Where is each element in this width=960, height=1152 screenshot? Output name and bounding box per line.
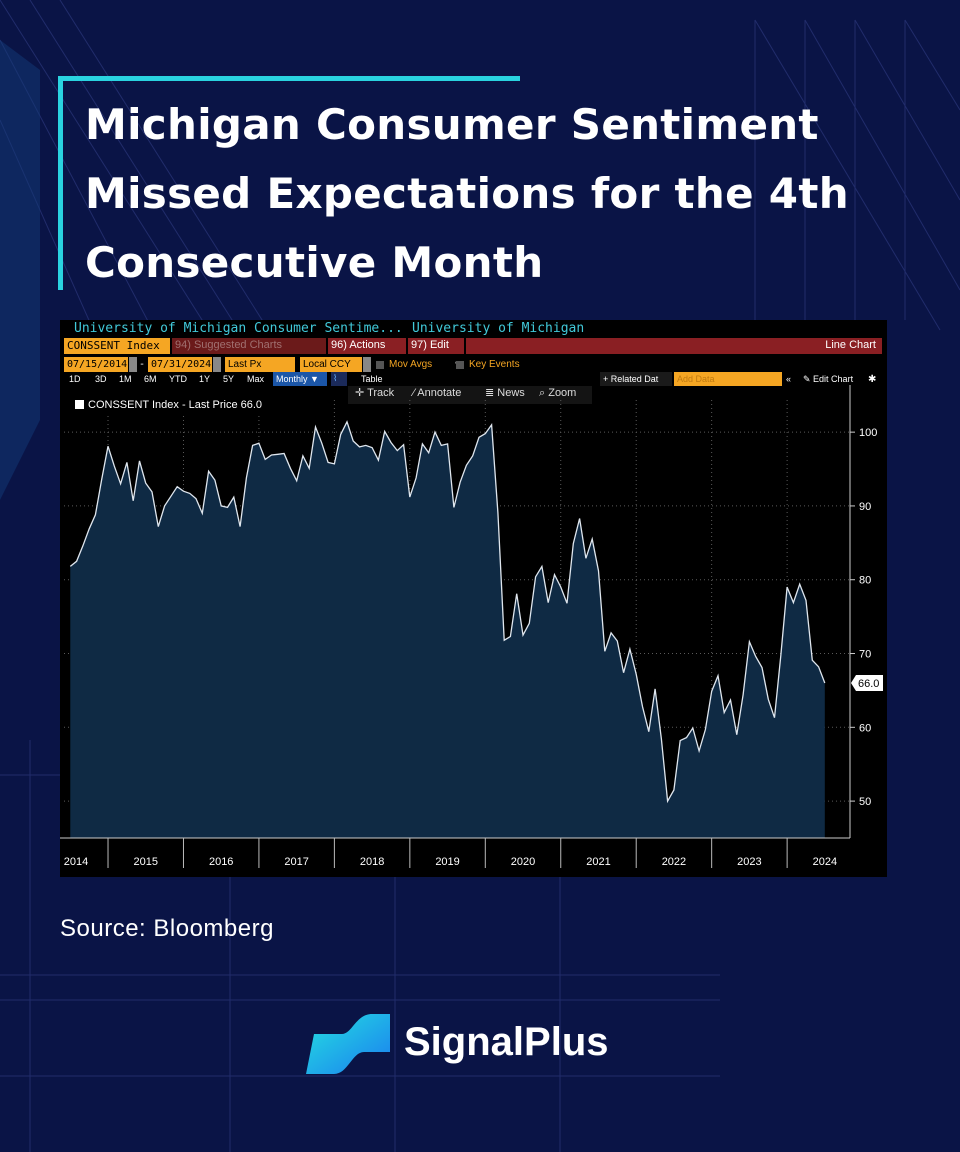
range-ytd[interactable]: YTD bbox=[169, 374, 187, 384]
range-1m[interactable]: 1M bbox=[119, 374, 132, 384]
frequency-select[interactable]: Monthly ▼ bbox=[273, 372, 327, 386]
news-tool[interactable]: ≣ News bbox=[485, 387, 525, 399]
y-tick-label: 70 bbox=[859, 649, 871, 661]
series-line bbox=[69, 420, 826, 804]
ticker-field[interactable]: CONSSENT Index bbox=[64, 338, 170, 354]
end-date-input[interactable]: 07/31/2024 bbox=[148, 357, 212, 372]
x-tick-label: 2017 bbox=[284, 856, 308, 868]
x-tick-label: 2019 bbox=[435, 856, 459, 868]
calendar-icon[interactable] bbox=[129, 357, 137, 372]
price-field-select[interactable]: Last Px bbox=[225, 357, 295, 372]
mov-avgs-checkbox[interactable] bbox=[376, 361, 384, 369]
accent-bar bbox=[58, 76, 520, 81]
table-button[interactable]: Table bbox=[361, 374, 383, 384]
chevron-down-icon[interactable] bbox=[363, 357, 371, 372]
x-tick-label: 2023 bbox=[737, 856, 761, 868]
y-tick-label: 100 bbox=[859, 427, 877, 439]
terminal-range-bar: 1D 3D 1M 6M YTD 1Y 5Y Max Monthly ▼ ⌇ Ta… bbox=[60, 372, 887, 386]
last-value-box bbox=[851, 675, 883, 692]
x-tick-label: 2020 bbox=[511, 856, 535, 868]
news-label: News bbox=[497, 387, 525, 399]
brand-logo: SignalPlus bbox=[306, 1010, 636, 1080]
y-tick-label: 90 bbox=[859, 501, 871, 513]
mov-avgs-label[interactable]: Mov Avgs bbox=[389, 359, 433, 370]
y-tick-label: 50 bbox=[859, 796, 871, 808]
suggested-charts-button[interactable]: 94) Suggested Charts bbox=[172, 338, 326, 354]
line-chart-icon[interactable]: ⌇ bbox=[331, 372, 347, 386]
x-tick-label: 2016 bbox=[209, 856, 233, 868]
security-title: University of Michigan Consumer Sentime.… bbox=[74, 321, 403, 336]
signalplus-logo-icon bbox=[306, 1014, 390, 1074]
collapse-icon[interactable]: « bbox=[786, 374, 792, 384]
headline-line-3: Consecutive Month bbox=[85, 238, 544, 287]
annotate-tool[interactable]: ⁄ Annotate bbox=[413, 387, 462, 399]
related-data-button[interactable]: + Related Dat bbox=[600, 372, 672, 386]
headline: Michigan Consumer Sentiment Missed Expec… bbox=[85, 90, 849, 297]
bloomberg-terminal: University of Michigan Consumer Sentime.… bbox=[60, 320, 887, 877]
headline-line-2: Missed Expectations for the 4th bbox=[85, 169, 849, 218]
headline-line-1: Michigan Consumer Sentiment bbox=[85, 100, 819, 149]
y-tick-label: 60 bbox=[859, 722, 871, 734]
start-date-input[interactable]: 07/15/2014 bbox=[64, 357, 128, 372]
accent-bar-vertical bbox=[58, 76, 63, 290]
annotate-label: Annotate bbox=[417, 387, 462, 399]
add-data-input[interactable]: Add Data bbox=[674, 372, 782, 386]
calendar-icon[interactable] bbox=[213, 357, 221, 372]
legend-label: CONSSENT Index - Last Price 66.0 bbox=[88, 399, 262, 411]
range-max[interactable]: Max bbox=[247, 374, 265, 384]
y-tick-label: 80 bbox=[859, 575, 871, 587]
key-events-checkbox[interactable] bbox=[456, 361, 464, 369]
x-tick-label: 2014 bbox=[64, 856, 88, 868]
range-3d[interactable]: 3D bbox=[95, 374, 107, 384]
x-tick-label: 2021 bbox=[586, 856, 610, 868]
source-caption: Source: Bloomberg bbox=[60, 915, 274, 942]
currency-select[interactable]: Local CCY bbox=[300, 357, 362, 372]
last-value-label: 66.0 bbox=[858, 678, 879, 690]
legend: CONSSENT Index - Last Price 66.0 bbox=[73, 397, 276, 414]
source-title: University of Michigan bbox=[412, 321, 585, 336]
x-tick-label: 2022 bbox=[662, 856, 686, 868]
terminal-date-bar: 07/15/2014 - 07/31/2024 Last Px Local CC… bbox=[60, 357, 887, 372]
edit-menu[interactable]: 97) Edit bbox=[408, 338, 464, 354]
track-label: Track bbox=[367, 387, 395, 399]
x-tick-label: 2018 bbox=[360, 856, 384, 868]
range-1y[interactable]: 1Y bbox=[199, 374, 211, 384]
legend-swatch bbox=[75, 400, 84, 409]
zoom-tool[interactable]: ⌕ Zoom bbox=[539, 387, 577, 399]
x-tick-label: 2015 bbox=[134, 856, 158, 868]
series-area bbox=[70, 421, 825, 838]
edit-chart-button[interactable]: ✎ Edit Chart bbox=[803, 374, 854, 384]
frequency-label: Monthly bbox=[276, 374, 308, 384]
terminal-title-bar: University of Michigan Consumer Sentime.… bbox=[60, 320, 887, 338]
last-value-marker: 66.0 bbox=[851, 675, 883, 692]
actions-menu[interactable]: 96) Actions bbox=[328, 338, 406, 354]
terminal-tools-bar: ✛ Track ⁄ Annotate ≣ News ⌕ Zoom bbox=[60, 386, 887, 404]
x-tick-label: 2024 bbox=[813, 856, 837, 868]
key-events-label[interactable]: Key Events bbox=[469, 359, 520, 370]
zoom-label: Zoom bbox=[548, 387, 577, 399]
track-tool[interactable]: ✛ Track bbox=[355, 387, 395, 399]
chart-mode-label: Line Chart bbox=[466, 338, 882, 354]
gear-icon[interactable]: ✱ bbox=[868, 374, 877, 385]
range-5y[interactable]: 5Y bbox=[223, 374, 235, 384]
brand-name: SignalPlus bbox=[404, 1020, 609, 1064]
y-ticks: 50 60 70 80 90 100 bbox=[850, 427, 877, 808]
range-1d[interactable]: 1D bbox=[69, 374, 81, 384]
x-ticks: 2014 2015 2016 2017 2018 2019 2020 2021 2022 2023… bbox=[64, 838, 837, 868]
date-separator: - bbox=[139, 359, 146, 370]
terminal-command-bar: CONSSENT Index 94) Suggested Charts 96) … bbox=[60, 338, 887, 354]
edit-chart-label: Edit Chart bbox=[813, 374, 854, 384]
range-6m[interactable]: 6M bbox=[144, 374, 157, 384]
